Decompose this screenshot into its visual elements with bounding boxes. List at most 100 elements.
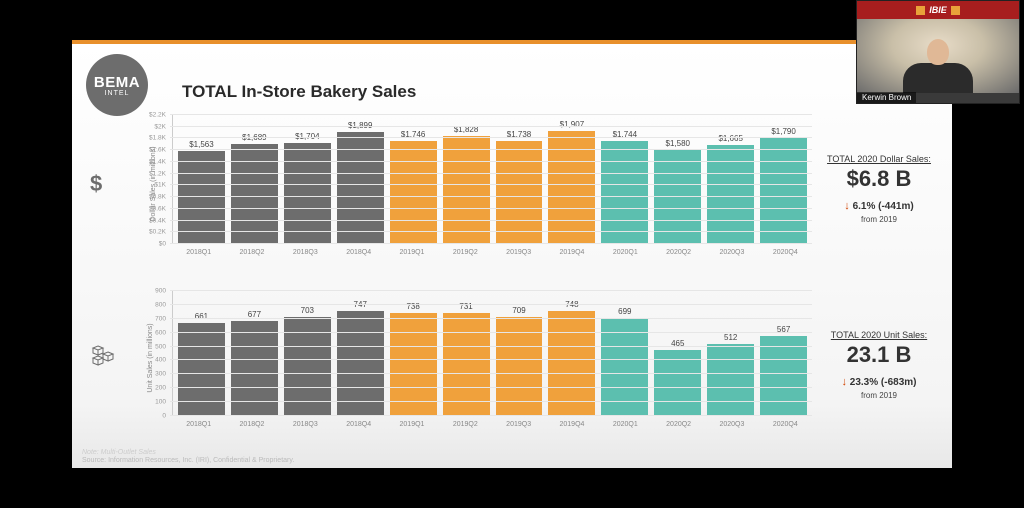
gridline: $0.8K <box>170 196 812 197</box>
x-category-label: 2019Q2 <box>439 246 492 264</box>
gridline: $0 <box>170 243 812 244</box>
unit-bars: 661677703747738731709748699465512567 <box>173 290 812 415</box>
bar-value-label: 703 <box>301 306 314 315</box>
gridline: 500 <box>170 346 812 347</box>
ytick-label: 0 <box>162 413 170 420</box>
logo-text-main: BEMA <box>94 74 140 91</box>
ytick-label: 300 <box>155 371 170 378</box>
gridline: 0 <box>170 415 812 416</box>
ytick-label: 600 <box>155 329 170 336</box>
bar-rect <box>496 141 543 243</box>
gridline: $1.4K <box>170 161 812 162</box>
gridline: 300 <box>170 373 812 374</box>
bar-rect <box>390 141 437 243</box>
x-category-label: 2019Q4 <box>545 418 598 436</box>
x-category-label: 2020Q2 <box>652 246 705 264</box>
gridline: 600 <box>170 332 812 333</box>
dollar-plot: $1,563$1,689$1,704$1,899$1,746$1,828$1,7… <box>172 114 812 244</box>
unit-metric-box: TOTAL 2020 Unit Sales: 23.1 B ↓ 23.3% (-… <box>820 330 938 400</box>
gridline: $0.2K <box>170 231 812 232</box>
dollar-metric-from: from 2019 <box>820 215 938 224</box>
ytick-label: $0.8K <box>149 194 170 201</box>
ytick-label: $2.2K <box>149 112 170 119</box>
x-category-label: 2020Q4 <box>759 246 812 264</box>
ytick-label: 400 <box>155 357 170 364</box>
dollar-metric-title: TOTAL 2020 Dollar Sales: <box>820 154 938 164</box>
bar: 567 <box>757 290 810 415</box>
gridline: $1.2K <box>170 173 812 174</box>
x-category-label: 2019Q3 <box>492 418 545 436</box>
dollar-bars: $1,563$1,689$1,704$1,899$1,746$1,828$1,7… <box>173 114 812 243</box>
bar-rect <box>231 144 278 243</box>
gridline: $1.8K <box>170 137 812 138</box>
slide: BEMA INTEL TOTAL In-Store Bakery Sales $… <box>72 40 952 468</box>
gridline: $1K <box>170 184 812 185</box>
gridline: 400 <box>170 359 812 360</box>
gridline: $1.6K <box>170 149 812 150</box>
footer-note: Note: Multi-Outlet Sales <box>82 449 294 456</box>
unit-metric-from: from 2019 <box>820 391 938 400</box>
x-category-label: 2020Q1 <box>599 246 652 264</box>
bema-logo: BEMA INTEL <box>86 54 148 116</box>
webcam-banner: IBIE <box>857 1 1019 19</box>
bar-rect <box>707 344 754 415</box>
x-category-label: 2018Q2 <box>225 418 278 436</box>
ytick-label: $0.6K <box>149 205 170 212</box>
bar-value-label: $1,665 <box>718 134 742 143</box>
ytick-label: $2K <box>154 123 170 130</box>
slide-footer: Note: Multi-Outlet Sales Source: Informa… <box>82 449 294 464</box>
down-arrow-icon: ↓ <box>844 200 850 212</box>
cubes-icon <box>90 342 116 374</box>
gridline: 800 <box>170 304 812 305</box>
unit-metric-delta: ↓ 23.3% (-683m) <box>820 376 938 388</box>
x-category-label: 2020Q3 <box>705 246 758 264</box>
bar-value-label: 699 <box>618 307 631 316</box>
ytick-label: $0 <box>159 241 170 248</box>
gridline: 100 <box>170 401 812 402</box>
ytick-label: $0.4K <box>149 217 170 224</box>
bar: 465 <box>651 290 704 415</box>
bar-rect <box>548 311 595 415</box>
bar: $1,790 <box>757 114 810 243</box>
bar-value-label: $1,790 <box>771 127 795 136</box>
banner-square-icon <box>916 6 925 15</box>
ytick-label: $1.2K <box>149 170 170 177</box>
dollar-metric-delta: ↓ 6.1% (-441m) <box>820 200 938 212</box>
x-category-label: 2018Q1 <box>172 418 225 436</box>
gridline: 900 <box>170 290 812 291</box>
gridline: $0.4K <box>170 220 812 221</box>
banner-text: IBIE <box>929 5 947 15</box>
bar: $1,907 <box>545 114 598 243</box>
bar: 709 <box>493 290 546 415</box>
dollar-xlabels: 2018Q12018Q22018Q32018Q42019Q12019Q22019… <box>172 246 812 264</box>
ytick-label: $1.8K <box>149 135 170 142</box>
x-category-label: 2018Q3 <box>279 246 332 264</box>
gridline: $2.2K <box>170 114 812 115</box>
bar-rect <box>443 313 490 415</box>
banner-square-icon <box>951 6 960 15</box>
x-category-label: 2018Q2 <box>225 246 278 264</box>
bar: $1,563 <box>175 114 228 243</box>
bar-rect <box>601 141 648 243</box>
x-category-label: 2020Q1 <box>599 418 652 436</box>
bar-rect <box>548 131 595 243</box>
bar: 748 <box>545 290 598 415</box>
gridline: $0.6K <box>170 208 812 209</box>
presenter-silhouette <box>903 37 973 93</box>
bar-rect <box>443 136 490 243</box>
bar: 703 <box>281 290 334 415</box>
bar: 699 <box>598 290 651 415</box>
bar: $1,580 <box>651 114 704 243</box>
ytick-label: 800 <box>155 301 170 308</box>
ytick-label: $1.4K <box>149 158 170 165</box>
logo-text-sub: INTEL <box>105 90 130 97</box>
unit-metric-value: 23.1 B <box>820 342 938 368</box>
slide-title: TOTAL In-Store Bakery Sales <box>182 82 416 102</box>
x-category-label: 2019Q2 <box>439 418 492 436</box>
x-category-label: 2020Q3 <box>705 418 758 436</box>
footer-source: Source: Information Resources, Inc. (IRI… <box>82 457 294 464</box>
bar: 661 <box>175 290 228 415</box>
unit-metric-title: TOTAL 2020 Unit Sales: <box>820 330 938 340</box>
bar-value-label: 738 <box>406 302 419 311</box>
x-category-label: 2019Q4 <box>545 246 598 264</box>
